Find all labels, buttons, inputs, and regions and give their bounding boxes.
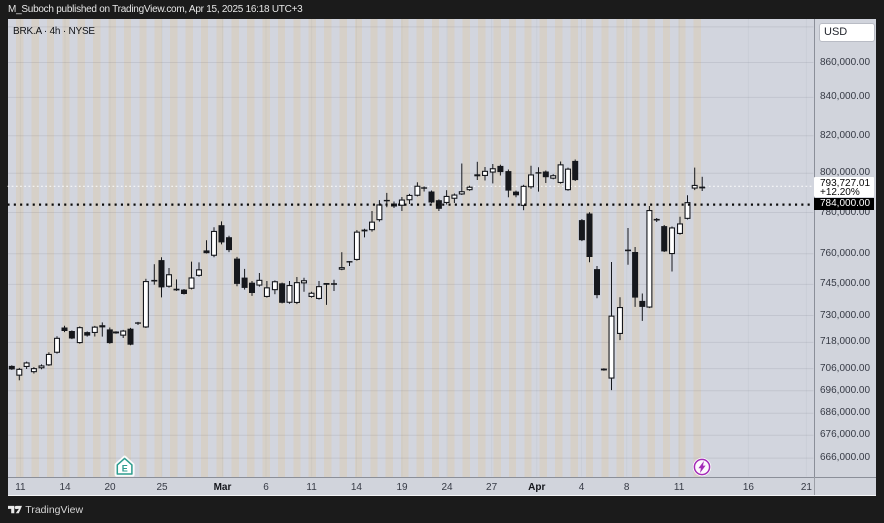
svg-text:E: E xyxy=(122,463,128,473)
